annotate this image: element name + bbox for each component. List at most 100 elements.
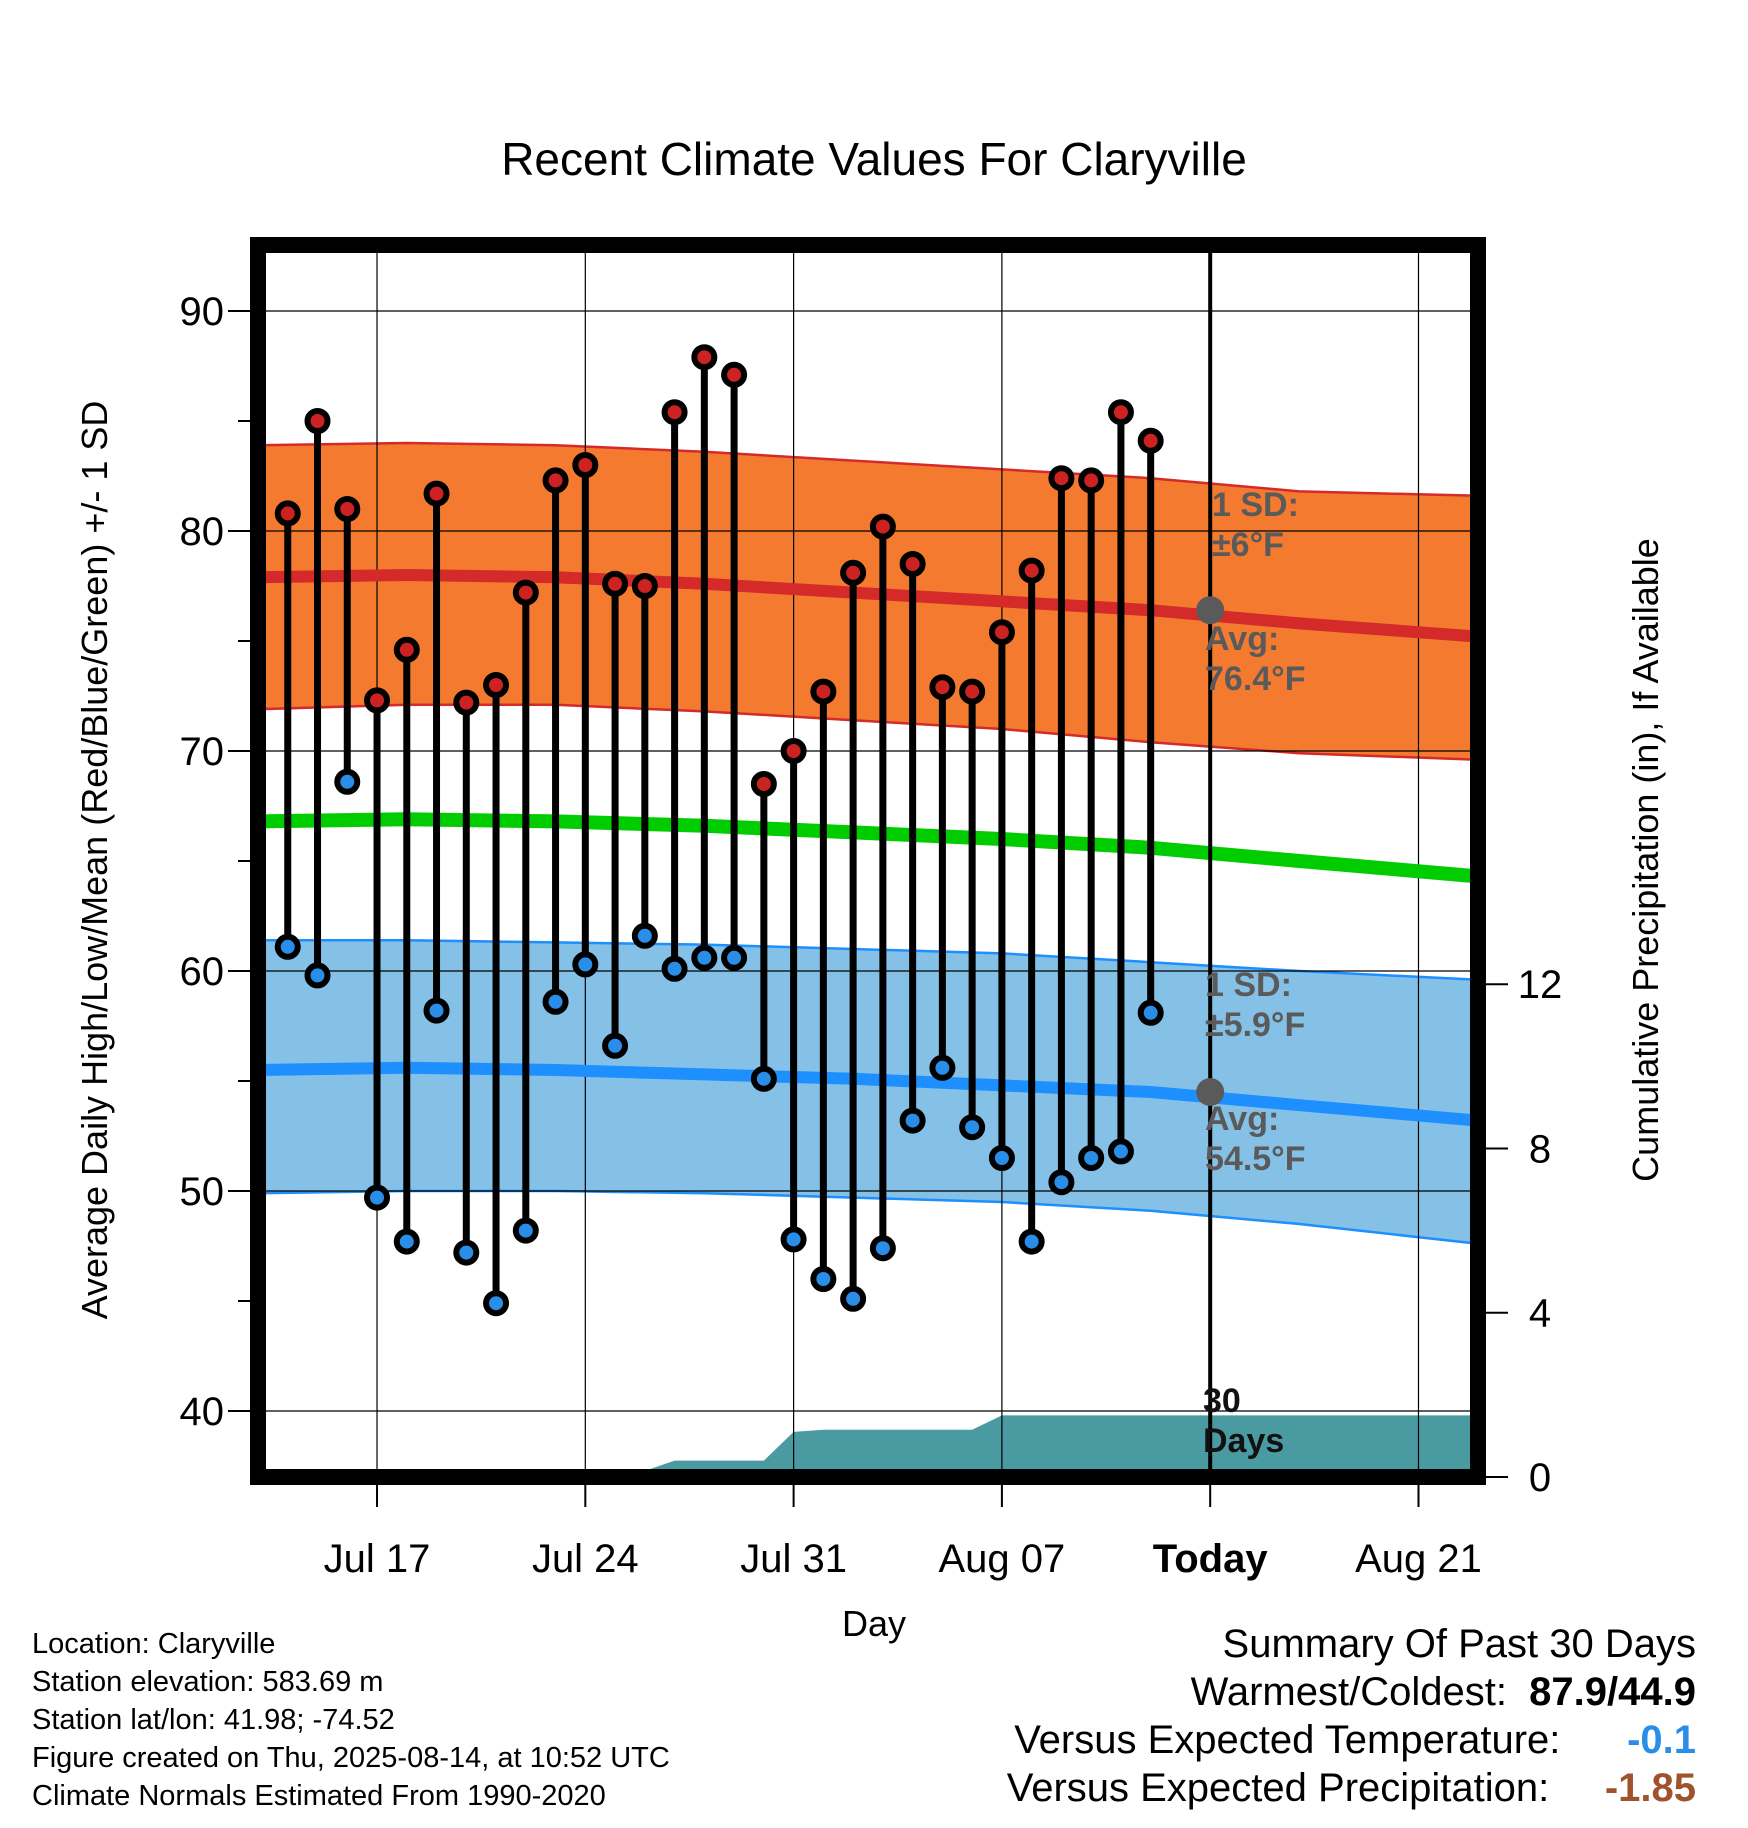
elevation-text: Station elevation: 583.69 m	[32, 1666, 384, 1698]
precip-value: -1.85	[1604, 1766, 1696, 1810]
high-point	[869, 513, 896, 540]
created-text: Figure created on Thu, 2025-08-14, at 10…	[32, 1742, 670, 1774]
high-point	[423, 480, 450, 507]
low-point	[393, 1228, 420, 1255]
mean-normal-line	[258, 812, 1478, 884]
high-point	[512, 579, 539, 606]
low-point	[929, 1054, 956, 1081]
x-tick-label-Aug 07: Aug 07	[939, 1537, 1066, 1581]
high-point	[721, 361, 748, 388]
y-tick-label-90: 90	[180, 290, 225, 334]
high-point	[840, 559, 867, 586]
high-point	[988, 619, 1015, 646]
plot-content	[258, 0, 1478, 1477]
summary-temp-row: Versus Expected Temperature: -0.1	[1007, 1716, 1696, 1764]
high-avg-annotation: Avg: 76.4°F	[1205, 620, 1306, 698]
warmest-value: 87.9/44.9	[1529, 1670, 1696, 1714]
low-point	[483, 1290, 510, 1317]
low-point	[1137, 999, 1164, 1026]
precip-label: Versus Expected Precipitation:	[1006, 1766, 1550, 1810]
low-point	[780, 1226, 807, 1253]
low-point	[899, 1107, 926, 1134]
high-sd-band-upper-edge	[258, 441, 1478, 498]
chart-title: Recent Climate Values For Claryville	[501, 133, 1247, 185]
high-point	[899, 551, 926, 577]
y2-tick-label-0: 0	[1529, 1456, 1551, 1500]
normals-text: Climate Normals Estimated From 1990-2020	[32, 1780, 606, 1812]
high-point	[602, 570, 629, 597]
low-point	[750, 1065, 777, 1092]
low-point	[631, 922, 658, 949]
y-tick-label-40: 40	[180, 1390, 225, 1434]
high-point	[929, 674, 956, 701]
low-point	[988, 1145, 1015, 1171]
low-point	[364, 1184, 391, 1211]
high-point	[1137, 427, 1164, 454]
high-sd-band	[258, 443, 1478, 760]
latlon-text: Station lat/lon: 41.98; -74.52	[32, 1704, 395, 1736]
high-point	[631, 573, 658, 599]
temp-value: -0.1	[1627, 1718, 1696, 1762]
high-point	[959, 678, 986, 705]
y2-tick-label-12: 12	[1518, 963, 1563, 1007]
low-point	[572, 951, 599, 978]
high-point	[750, 771, 777, 797]
high-point	[810, 678, 837, 705]
low-point	[453, 1239, 480, 1266]
x-tick-label-Today: Today	[1153, 1537, 1269, 1581]
low-point	[721, 944, 748, 971]
low-point	[1018, 1228, 1045, 1255]
summary-precip-row: Versus Expected Precipitation: -1.85	[1007, 1764, 1696, 1812]
station-info: Location: Claryville Station elevation: …	[32, 1625, 670, 1815]
high-avg-marker	[1196, 596, 1225, 625]
high-point	[691, 344, 718, 371]
low-point	[274, 933, 301, 960]
high-point	[780, 738, 807, 764]
y-tick-label-80: 80	[180, 510, 225, 554]
high-point	[304, 408, 331, 434]
low-point	[959, 1114, 986, 1141]
plot-frame	[250, 237, 1486, 1485]
plot-area: 1 SD: ±6°F Avg: 76.4°F 1 SD: ±5.9°F Avg: 54.5°F…	[180, 0, 1563, 1581]
summary-heading: Summary Of Past 30 Days	[1222, 1622, 1696, 1666]
y2-tick-label-4: 4	[1529, 1292, 1551, 1336]
low-point	[602, 1032, 629, 1059]
low-point	[1107, 1138, 1134, 1165]
low-point	[512, 1217, 539, 1244]
y-tick-label-50: 50	[180, 1170, 225, 1214]
high-point	[1107, 399, 1134, 426]
high-point	[453, 689, 480, 716]
high-point	[274, 500, 301, 527]
low-point	[334, 768, 361, 795]
high-point	[542, 467, 569, 494]
high-point	[364, 687, 391, 714]
high-sd-annotation: 1 SD: ±6°F	[1212, 486, 1299, 564]
x-tick-label-Aug 21: Aug 21	[1355, 1537, 1482, 1581]
days-annotation: 30 Days	[1203, 1382, 1284, 1460]
y2-axis-label: Cumulative Precipitation (in), If Availa…	[1625, 538, 1666, 1182]
low-point	[840, 1285, 867, 1312]
low-point	[691, 944, 718, 971]
low-point	[423, 997, 450, 1024]
summary-panel: Summary Of Past 30 Days Warmest/Coldest:…	[1007, 1620, 1696, 1812]
low-avg-annotation: Avg: 54.5°F	[1205, 1100, 1306, 1178]
x-axis-label: Day	[842, 1603, 906, 1644]
temp-label: Versus Expected Temperature:	[1014, 1718, 1561, 1762]
x-tick-label-Jul 31: Jul 31	[740, 1537, 847, 1581]
low-point	[661, 955, 688, 982]
precip-area	[287, 1415, 1478, 1477]
high-point	[1078, 467, 1105, 494]
low-point	[869, 1235, 896, 1262]
summary-warmest-row: Warmest/Coldest: 87.9/44.9	[1007, 1668, 1696, 1716]
low-point	[1170, 0, 1190, 10]
y-axis-label: Average Daily High/Low/Mean (Red/Blue/Gr…	[74, 401, 115, 1320]
high-point	[572, 452, 599, 478]
high-point	[1048, 465, 1075, 492]
low-point	[1048, 1169, 1075, 1196]
high-point	[483, 672, 510, 698]
low-sd-annotation: 1 SD: ±5.9°F	[1205, 966, 1305, 1044]
y2-tick-label-8: 8	[1529, 1127, 1551, 1171]
low-sd-band	[258, 940, 1478, 1244]
low-point	[1078, 1145, 1105, 1171]
